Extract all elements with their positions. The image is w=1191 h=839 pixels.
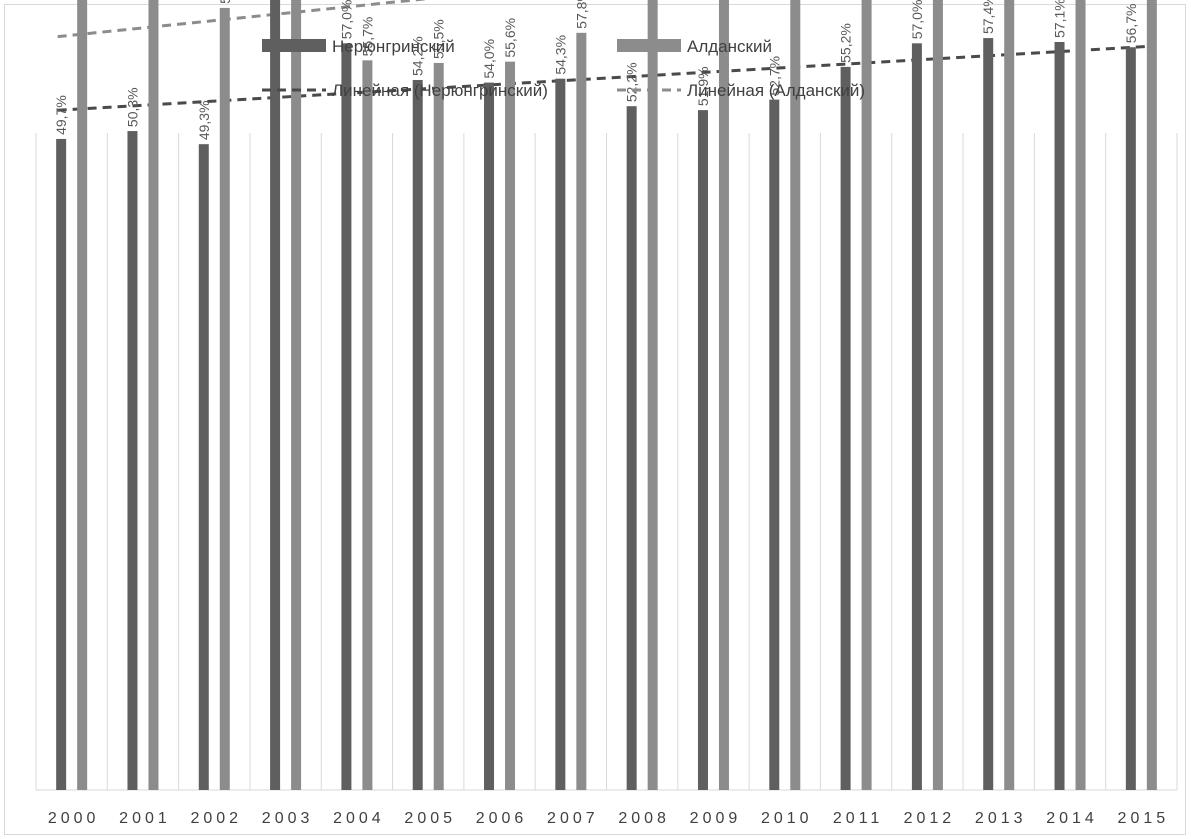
x-tick-2006: 2006 (476, 810, 528, 827)
data-label-2007-aldan: 57,8% (573, 0, 589, 29)
grid (35, 133, 1178, 791)
bars (56, 0, 1157, 791)
chart-frame (4, 4, 1186, 835)
data-label-2006-aldan: 55,6% (502, 18, 518, 58)
x-tick-2009: 2009 (690, 810, 742, 827)
bar-2007-nerungri (555, 78, 566, 791)
data-label-2009-nerungri: 51,9% (695, 66, 711, 106)
x-tick-2001: 2001 (119, 810, 171, 827)
x-tick-2005: 2005 (404, 810, 456, 827)
legend-label-trend-aldan: Линейная (Алданский) (687, 81, 865, 100)
bar-2008-aldan (647, 0, 658, 790)
bar-2000-aldan (77, 0, 88, 790)
bar-2014-aldan (1075, 0, 1086, 790)
bar-2001-aldan (148, 0, 159, 791)
x-tick-2008: 2008 (618, 810, 670, 827)
bar-2006-nerungri (484, 82, 495, 791)
trendline-nerungri (57, 44, 1156, 112)
x-tick-2010: 2010 (761, 810, 813, 827)
data-label-2006-nerungri: 54,0% (481, 39, 497, 79)
x-tick-2002: 2002 (190, 810, 242, 827)
data-label-2005-nerungri: 54,2% (410, 36, 426, 76)
bar-2015-aldan (1146, 0, 1157, 790)
bar-2005-aldan (433, 62, 444, 790)
bar-2010-aldan (790, 0, 801, 791)
bar-2002-aldan (219, 7, 230, 791)
x-tick-2014: 2014 (1046, 810, 1098, 827)
x-tick-2003: 2003 (262, 810, 314, 827)
legend-label-nerungri: Нерюнгринский (332, 37, 455, 56)
x-tick-2013: 2013 (975, 810, 1027, 827)
data-label-2005-aldan: 55,5% (431, 19, 447, 59)
trendlines (57, 0, 1156, 112)
data-label-2014-nerungri: 57,1% (1052, 0, 1068, 38)
bar-2009-nerungri (697, 110, 708, 791)
bar-2008-nerungri (626, 106, 637, 791)
bar-2004-aldan (362, 60, 373, 790)
bar-2011-nerungri (840, 66, 851, 790)
legend-label-aldan: Алданский (687, 37, 772, 56)
data-label-2013-nerungri: 57,4% (980, 0, 996, 34)
data-label-2004-nerungri: 57,0% (338, 0, 354, 39)
data-label-2001-nerungri: 50,3% (124, 87, 140, 127)
legend-label-trend-nerungri: Линейная (Нерюнгринский) (332, 81, 548, 100)
legend: Нерюнгринский Алданский Линейная (Нерюнгри… (262, 37, 865, 100)
x-tick-2000: 2000 (48, 810, 100, 827)
legend-swatch-nerungri (262, 39, 326, 52)
data-label-2000-nerungri: 49,7% (53, 95, 69, 135)
bar-2003-aldan (291, 0, 302, 790)
bar-2013-aldan (1004, 0, 1015, 790)
legend-swatch-aldan (617, 39, 681, 52)
bar-2013-nerungri (983, 38, 994, 791)
x-tick-2011: 2011 (833, 810, 883, 827)
x-tick-2012: 2012 (904, 810, 956, 827)
x-tick-2007: 2007 (547, 810, 599, 827)
data-label-2008-nerungri: 52,2% (624, 62, 640, 102)
x-tick-2015: 2015 (1118, 810, 1170, 827)
data-label-2012-nerungri: 57,0% (909, 0, 925, 39)
x-tick-2004: 2004 (333, 810, 385, 827)
trendline-aldan (57, 0, 430, 39)
bar-2007-aldan (576, 32, 587, 790)
bar-2011-aldan (861, 0, 872, 790)
bar-2004-nerungri (341, 43, 352, 791)
bar-2009-aldan (718, 0, 729, 790)
bar-2012-aldan (932, 0, 943, 790)
data-label-2007-nerungri: 54,3% (552, 35, 568, 75)
bar-2003-nerungri (270, 0, 281, 790)
bar-2006-aldan (505, 61, 516, 790)
bar-2012-nerungri (911, 43, 922, 791)
data-label-2002-nerungri: 49,3% (196, 100, 212, 140)
data-label-2004-aldan: 55,7% (359, 17, 375, 57)
bar-2002-nerungri (198, 144, 209, 791)
data-label-2010-nerungri: 52,7% (766, 56, 782, 96)
data-label-2002-aldan: 59,7% (217, 0, 233, 4)
bar-2010-nerungri (769, 99, 780, 790)
bar-2015-nerungri (1125, 47, 1136, 791)
bar-2005-nerungri (412, 79, 423, 791)
bar-2000-nerungri (56, 138, 67, 790)
data-labels: 49,7%62,8%50,3%61,5%49,3%59,7%60,5%60,5%… (53, 0, 1139, 140)
x-axis-ticks: 2000 2001 2002 2003 2004 2005 2006 2007 2008 2009… (48, 810, 1170, 827)
data-label-2015-nerungri: 56,7% (1123, 4, 1139, 44)
data-label-2011-nerungri: 55,2% (838, 23, 854, 63)
bar-2001-nerungri (127, 131, 138, 790)
bar-2014-nerungri (1054, 41, 1065, 791)
